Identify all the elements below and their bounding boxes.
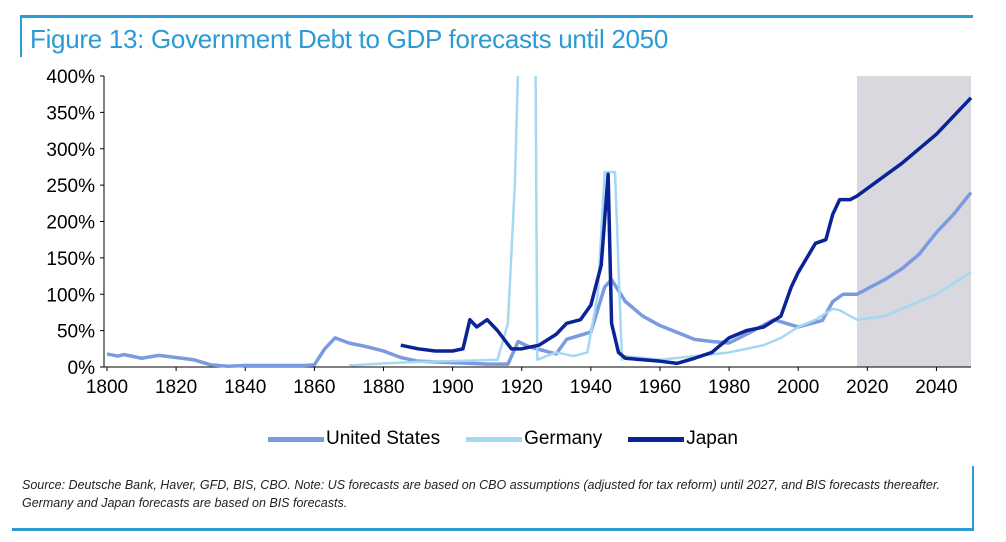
y-tick-label: 350% (46, 103, 95, 124)
x-tick-label: 2040 (915, 377, 957, 398)
legend: United States Germany Japan (0, 428, 1006, 450)
y-tick-label: 150% (46, 249, 95, 270)
series-line-germany (348, 76, 972, 367)
legend-item: Germany (466, 428, 602, 450)
source-note: Source: Deutsche Bank, Haver, GFD, BIS, … (12, 466, 974, 531)
series-line-united-states (106, 191, 973, 369)
chart-plot: 0% 50% 100% 150% 200% 250% 300% 350% 400% 1800 182… (46, 67, 973, 398)
legend-label: Germany (524, 428, 603, 449)
x-tick-label: 1980 (708, 377, 750, 398)
y-tick-label: 0% (68, 358, 96, 379)
x-tick-label: 1900 (431, 377, 473, 398)
series-line-japan (400, 96, 973, 366)
x-tick-label: 1920 (501, 377, 543, 398)
frame-top-border (20, 15, 973, 18)
legend-label: United States (326, 428, 441, 449)
x-tick-label: 1840 (224, 377, 266, 398)
legend-swatch (268, 436, 324, 442)
frame-left-border (20, 15, 22, 57)
legend-swatch (466, 436, 523, 442)
x-tick-label: 1880 (362, 377, 404, 398)
legend-item: Japan (628, 428, 738, 450)
x-tick-label: 1860 (293, 377, 335, 398)
chart-title: Figure 13: Government Debt to GDP foreca… (30, 24, 668, 54)
legend-swatch (628, 436, 685, 442)
x-tick-label: 2020 (846, 377, 888, 398)
x-tick-label: 2000 (777, 377, 819, 398)
y-tick-label: 200% (46, 213, 95, 234)
x-tick-label: 1800 (86, 377, 128, 398)
y-tick-label: 100% (46, 285, 95, 306)
y-tick-label: 50% (57, 322, 95, 343)
legend-item: United States (268, 428, 440, 450)
y-tick-label: 300% (46, 140, 95, 161)
x-tick-label: 1820 (155, 377, 197, 398)
x-tick-label: 1960 (639, 377, 681, 398)
legend-label: Japan (686, 428, 738, 449)
forecast-shading (856, 76, 971, 367)
y-tick-label: 250% (46, 176, 95, 197)
x-tick-label: 1940 (570, 377, 612, 398)
y-tick-label: 400% (46, 67, 95, 88)
